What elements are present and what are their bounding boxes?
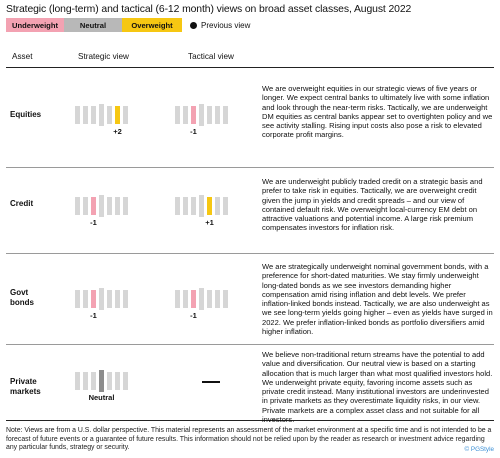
scale-center-bar bbox=[99, 288, 104, 310]
scale-bar bbox=[115, 106, 120, 124]
asset-label-line: markets bbox=[10, 387, 41, 396]
table-bottom-divider bbox=[6, 420, 494, 421]
scale-bar bbox=[91, 290, 96, 308]
scale-bar bbox=[107, 197, 112, 215]
row-divider bbox=[6, 167, 494, 168]
scale-bar bbox=[83, 290, 88, 308]
asset-label-govt-bonds: Govt bonds bbox=[10, 288, 34, 308]
scale-bar bbox=[123, 106, 128, 124]
scale-bar bbox=[107, 290, 112, 308]
scale-bar bbox=[83, 197, 88, 215]
scale-value-label: -1 bbox=[90, 311, 97, 320]
scale-value-label: Neutral bbox=[88, 393, 115, 402]
tactical-scale-equities: -1 bbox=[175, 104, 228, 138]
scale-bar bbox=[183, 197, 188, 215]
scale-bar bbox=[107, 106, 112, 124]
scale-bar bbox=[115, 197, 120, 215]
header-strategic: Strategic view bbox=[78, 52, 129, 61]
scale-bar bbox=[91, 106, 96, 124]
scale-bar bbox=[75, 372, 80, 390]
scale-bar bbox=[191, 106, 196, 124]
scale-bar bbox=[83, 106, 88, 124]
header-tactical: Tactical view bbox=[188, 52, 234, 61]
asset-label-private-markets: Private markets bbox=[10, 377, 41, 397]
legend: Underweight Neutral Overweight Previous … bbox=[6, 18, 250, 32]
page-title: Strategic (long-term) and tactical (6-12… bbox=[6, 4, 412, 15]
scale-bar bbox=[175, 106, 180, 124]
description-govt-bonds: We are strategically underweight nominal… bbox=[262, 262, 493, 337]
scale-bar bbox=[207, 290, 212, 308]
asset-label-credit: Credit bbox=[10, 199, 34, 208]
scale-bar bbox=[183, 106, 188, 124]
scale-value-label: +1 bbox=[205, 218, 214, 227]
scale-bar bbox=[223, 197, 228, 215]
scale-center-bar bbox=[199, 288, 204, 310]
strategic-scale-private-markets: Neutral bbox=[75, 370, 128, 404]
legend-neutral: Neutral bbox=[64, 18, 122, 32]
legend-previous-view: Previous view bbox=[190, 21, 250, 30]
scale-center-bar bbox=[199, 104, 204, 126]
strategic-scale-govt-bonds: -1 bbox=[75, 288, 128, 322]
scale-center-bar bbox=[99, 104, 104, 126]
scale-bar bbox=[207, 197, 212, 215]
tactical-scale-credit: +1 bbox=[175, 195, 228, 229]
scale-bar bbox=[215, 290, 220, 308]
scale-bar bbox=[123, 372, 128, 390]
scale-bar bbox=[75, 290, 80, 308]
scale-bar bbox=[215, 106, 220, 124]
scale-bar bbox=[91, 372, 96, 390]
description-private-markets: We believe non-traditional return stream… bbox=[262, 350, 493, 425]
footnote: Note: Views are from a U.S. dollar persp… bbox=[6, 427, 492, 452]
legend-overweight: Overweight bbox=[122, 18, 182, 32]
scale-bar bbox=[115, 372, 120, 390]
row-divider bbox=[6, 253, 494, 254]
scale-bar bbox=[191, 290, 196, 308]
strategic-scale-credit: -1 bbox=[75, 195, 128, 229]
scale-center-bar bbox=[99, 370, 104, 392]
header-divider bbox=[6, 67, 494, 68]
scale-bar bbox=[183, 290, 188, 308]
scale-bar bbox=[223, 290, 228, 308]
asset-label-line: bonds bbox=[10, 298, 34, 307]
header-asset: Asset bbox=[12, 52, 33, 61]
scale-bar bbox=[207, 106, 212, 124]
brand-mark: © PGStyle bbox=[464, 446, 495, 453]
row-divider bbox=[6, 344, 494, 345]
scale-bar bbox=[191, 197, 196, 215]
scale-bar bbox=[215, 197, 220, 215]
scale-value-label: -1 bbox=[190, 311, 197, 320]
scale-bar bbox=[223, 106, 228, 124]
scale-bar bbox=[75, 106, 80, 124]
scale-bar bbox=[115, 290, 120, 308]
scale-center-bar bbox=[199, 195, 204, 217]
asset-label-line: Govt bbox=[10, 288, 29, 297]
scale-center-bar bbox=[99, 195, 104, 217]
scale-value-label: -1 bbox=[190, 127, 197, 136]
strategic-scale-equities: +2 bbox=[75, 104, 128, 138]
scale-bar bbox=[107, 372, 112, 390]
legend-previous-view-label: Previous view bbox=[201, 20, 251, 30]
scale-value-label: -1 bbox=[90, 218, 97, 227]
previous-view-dot-icon bbox=[190, 21, 197, 29]
asset-label-line: Private bbox=[10, 377, 37, 386]
scale-bar bbox=[91, 197, 96, 215]
scale-bar bbox=[123, 290, 128, 308]
scale-value-label: +2 bbox=[113, 127, 122, 136]
scale-bar bbox=[83, 372, 88, 390]
scale-bar bbox=[75, 197, 80, 215]
description-credit: We are underweight publicly traded credi… bbox=[262, 177, 483, 233]
description-equities: We are overweight equities in our strate… bbox=[262, 84, 493, 140]
legend-underweight: Underweight bbox=[6, 18, 64, 32]
tactical-scale-govt-bonds: -1 bbox=[175, 288, 228, 322]
scale-bar bbox=[175, 197, 180, 215]
scale-bar bbox=[175, 290, 180, 308]
tactical-no-view-dash bbox=[202, 381, 220, 383]
asset-label-equities: Equities bbox=[10, 110, 42, 119]
scale-bar bbox=[123, 197, 128, 215]
